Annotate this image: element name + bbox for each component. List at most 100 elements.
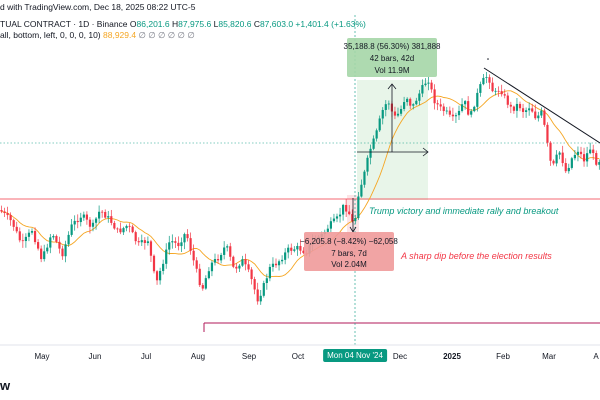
ma-value: 88,929.4 bbox=[103, 30, 137, 40]
candle-body bbox=[207, 271, 210, 279]
candle-body bbox=[52, 236, 55, 238]
candle-body bbox=[55, 236, 58, 242]
candle-body bbox=[433, 89, 436, 104]
candle-body bbox=[372, 138, 375, 149]
candle-body bbox=[70, 224, 73, 235]
candle-body bbox=[192, 250, 195, 261]
candle-body bbox=[531, 108, 534, 112]
candle-body bbox=[241, 259, 244, 266]
candle-body bbox=[27, 232, 31, 237]
candle-body bbox=[131, 226, 134, 233]
candle-body bbox=[509, 104, 512, 107]
candle-body bbox=[37, 242, 40, 249]
candle-body bbox=[378, 118, 381, 131]
x-tick-dec: Dec bbox=[392, 352, 408, 361]
candle-body bbox=[140, 240, 143, 243]
candle-body bbox=[579, 151, 583, 155]
candle-body bbox=[238, 265, 241, 269]
candle-body bbox=[430, 82, 433, 90]
candle-body bbox=[592, 149, 595, 154]
candle-body bbox=[442, 106, 445, 112]
candle-body bbox=[335, 216, 339, 219]
candle-body bbox=[497, 90, 500, 92]
candle-body bbox=[159, 270, 162, 281]
candle-body bbox=[76, 220, 79, 223]
candle-body bbox=[406, 98, 409, 103]
candle-body bbox=[332, 218, 336, 222]
candle-body bbox=[229, 246, 232, 257]
x-tick-jul: Jul bbox=[140, 352, 152, 361]
candle-body bbox=[149, 241, 153, 256]
candle-body bbox=[549, 142, 552, 161]
candle-body bbox=[119, 228, 122, 233]
candle-body bbox=[143, 240, 146, 244]
candle-body bbox=[348, 211, 351, 215]
candle-body bbox=[186, 234, 189, 239]
candle-body bbox=[6, 213, 9, 216]
candle-body bbox=[30, 231, 34, 233]
candle-body bbox=[213, 259, 217, 263]
dip-annotation: A sharp dip before the election results bbox=[401, 251, 552, 261]
candle-body bbox=[412, 104, 415, 106]
candle-body bbox=[49, 237, 52, 248]
candle-body bbox=[162, 263, 165, 271]
candle-body bbox=[351, 214, 354, 222]
change-value: +1,401.4 (+1.63%) bbox=[295, 19, 366, 29]
measure-down-line1: −6,205.8 (−8.42%) −62,058 bbox=[300, 237, 398, 246]
measure-down-line2: 7 bars, 7d bbox=[331, 249, 367, 258]
candle-body bbox=[503, 94, 506, 96]
candle-body bbox=[525, 110, 528, 112]
candle-body bbox=[195, 260, 198, 269]
candle-body bbox=[64, 244, 67, 257]
candle-body bbox=[174, 241, 177, 243]
candle-body bbox=[204, 278, 207, 289]
candle-body bbox=[543, 110, 546, 125]
candle-body bbox=[329, 221, 332, 229]
candle-body bbox=[586, 153, 589, 162]
candle-body bbox=[21, 240, 24, 242]
open-value: 86,201.6 bbox=[136, 19, 170, 29]
candle-body bbox=[247, 264, 250, 270]
candle-body bbox=[33, 231, 37, 243]
x-tick-mar: Mar bbox=[542, 352, 556, 361]
downtrend-line[interactable] bbox=[483, 67, 600, 144]
candle-body bbox=[274, 263, 278, 266]
candle-body bbox=[457, 110, 461, 116]
high-value: 87,975.6 bbox=[178, 19, 212, 29]
ma-empty-values: ∅ ∅ ∅ ∅ ∅ ∅ bbox=[138, 30, 195, 40]
candle-body bbox=[576, 151, 580, 155]
candle-body bbox=[85, 214, 88, 220]
candle-body bbox=[567, 167, 570, 172]
candle-body bbox=[491, 82, 494, 92]
candle-body bbox=[399, 109, 403, 114]
candle-body bbox=[94, 218, 98, 223]
tradingview-logo[interactable]: w bbox=[0, 378, 11, 393]
candle-body bbox=[296, 245, 299, 250]
indicator-line[interactable]: all, bottom, left, 0, 0, 0, 10) 88,929.4… bbox=[0, 30, 195, 41]
candle-body bbox=[155, 271, 159, 281]
candle-body bbox=[183, 234, 186, 243]
candle-body bbox=[415, 100, 418, 105]
candle-body bbox=[345, 204, 348, 212]
candle-body bbox=[18, 231, 21, 241]
candle-body bbox=[244, 259, 247, 265]
candle-body bbox=[467, 101, 470, 115]
candle-body bbox=[482, 77, 485, 85]
x-tick-oct: Oct bbox=[291, 352, 305, 361]
trendline-handle[interactable] bbox=[487, 58, 489, 60]
candle-body bbox=[375, 130, 378, 139]
candle-body bbox=[152, 255, 156, 272]
candle-body bbox=[448, 110, 451, 115]
candle-body bbox=[210, 262, 214, 272]
candle-body bbox=[281, 259, 284, 262]
candle-body bbox=[293, 249, 296, 251]
candle-body bbox=[357, 196, 360, 219]
candle-body bbox=[454, 115, 458, 117]
x-tick-apr: A bbox=[593, 352, 599, 361]
candle-body bbox=[180, 242, 183, 247]
x-tick-cursor-date: Mon 04 Nov '24 bbox=[323, 349, 387, 362]
candle-body bbox=[500, 91, 503, 95]
candle-body bbox=[546, 124, 549, 143]
candle-body bbox=[24, 236, 27, 242]
